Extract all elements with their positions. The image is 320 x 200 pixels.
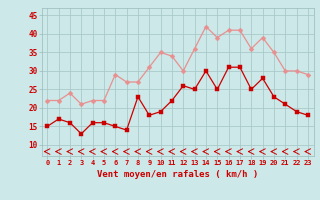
- X-axis label: Vent moyen/en rafales ( km/h ): Vent moyen/en rafales ( km/h ): [97, 170, 258, 179]
